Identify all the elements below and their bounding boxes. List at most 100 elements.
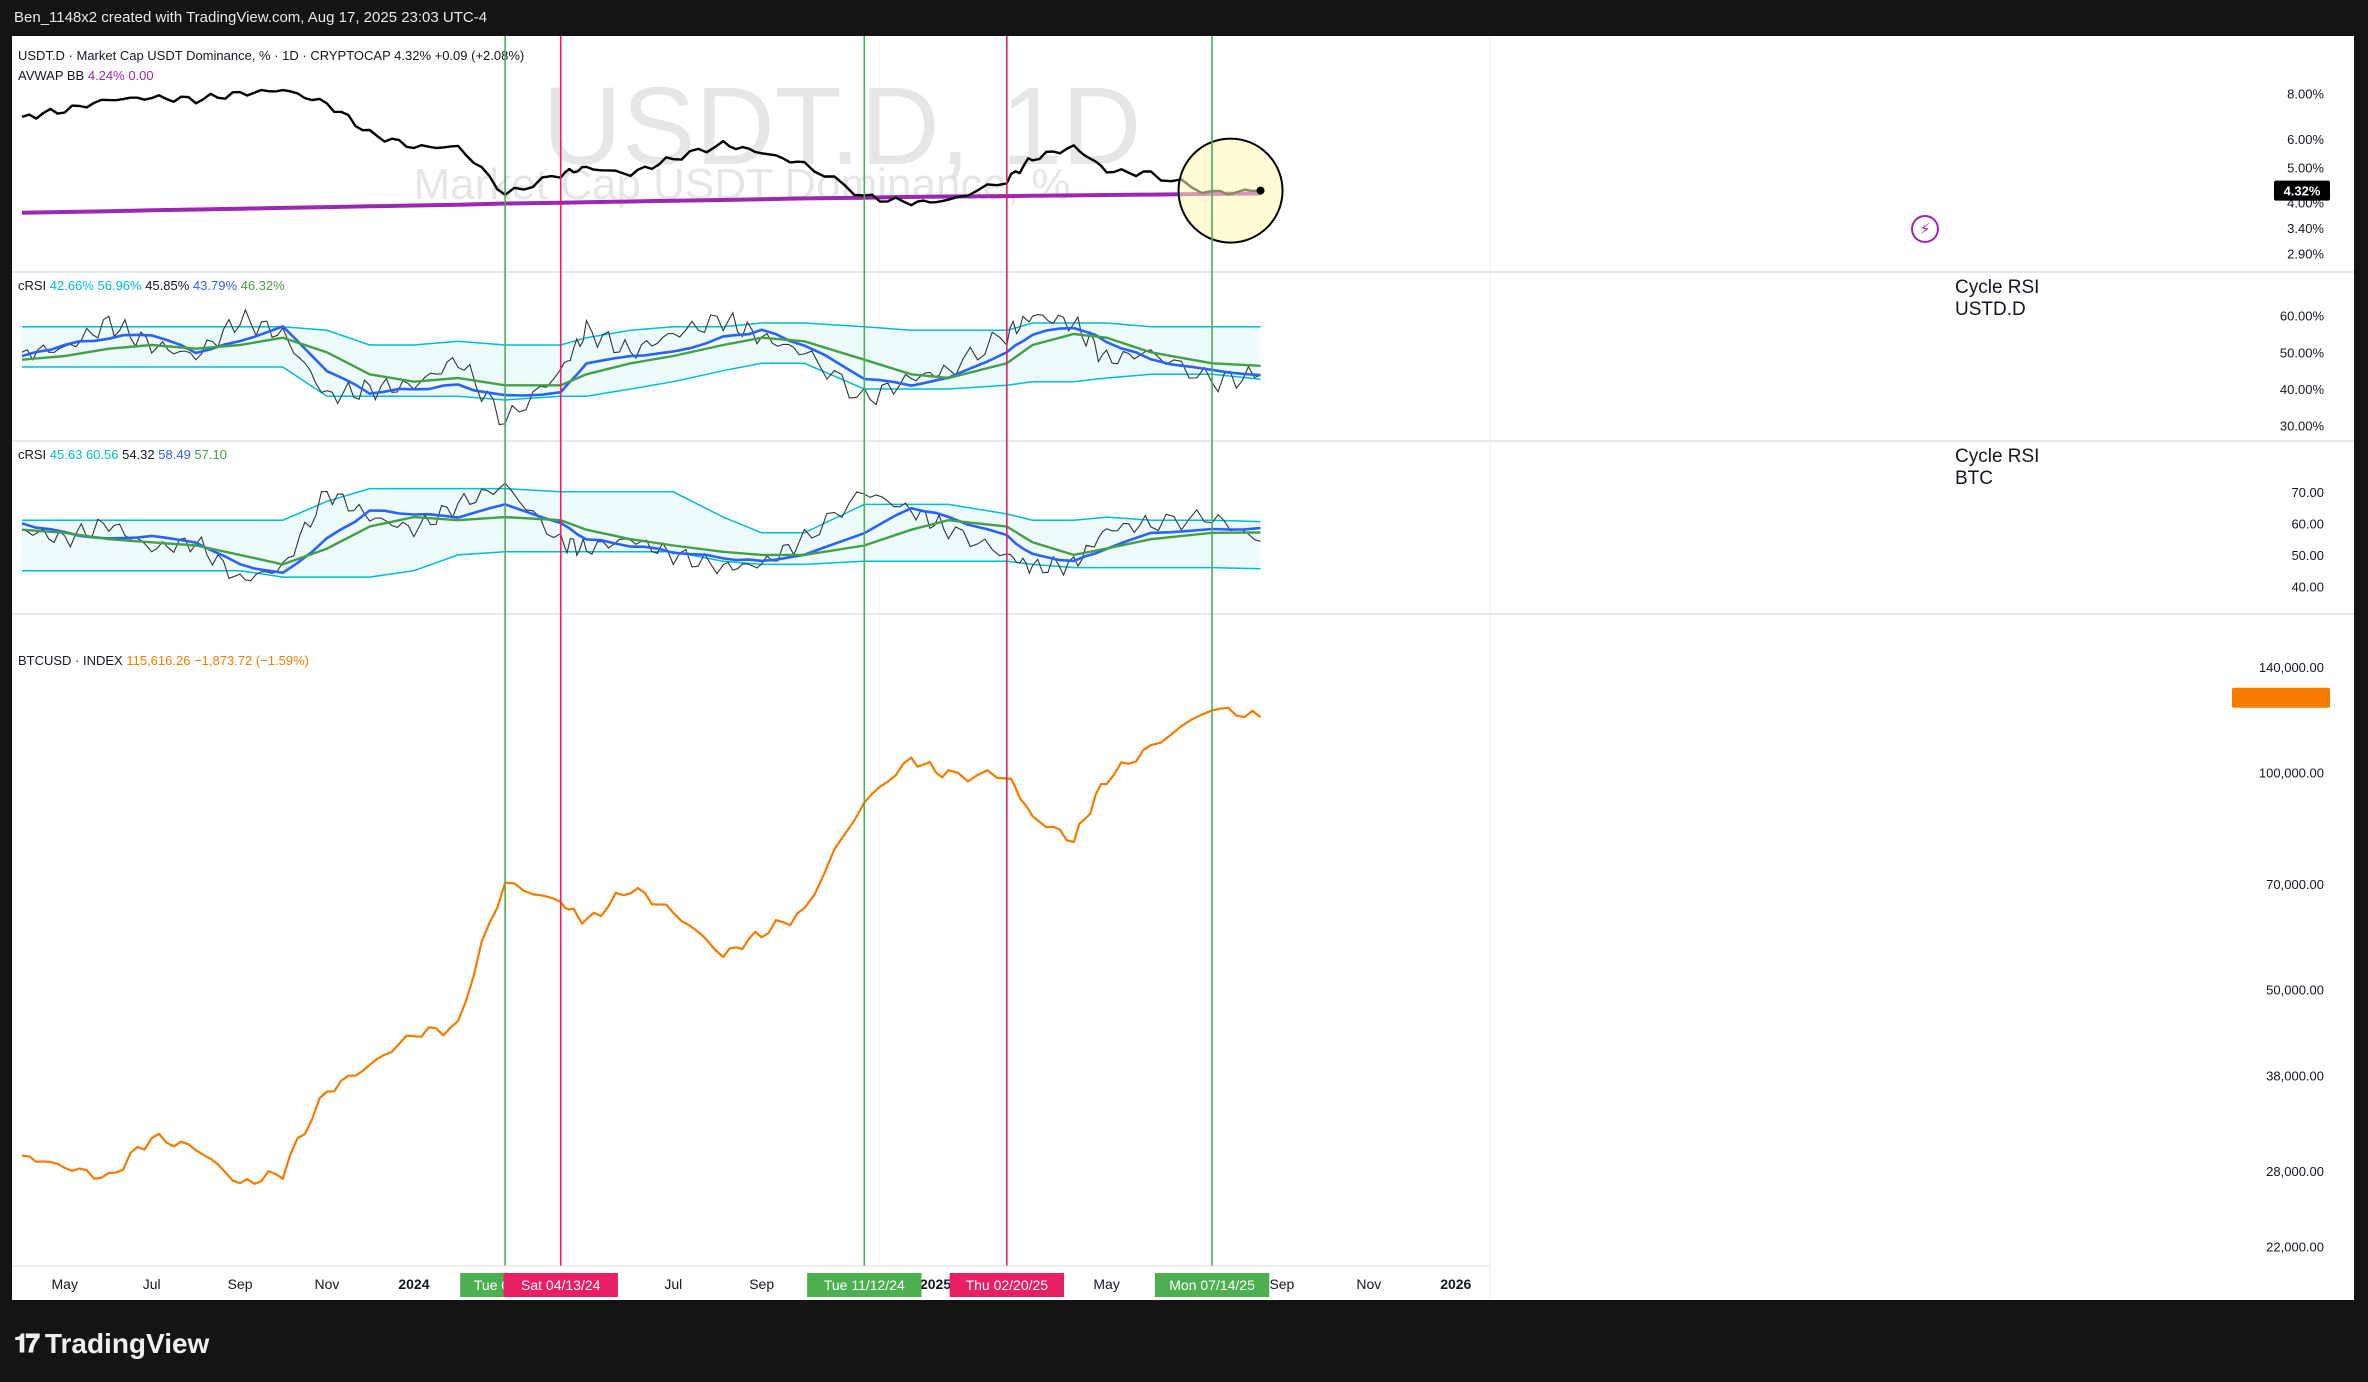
price-tick-2-0: 70.00 [2291, 485, 2324, 500]
logo-text: TradingView [44, 1328, 210, 1359]
btcusd-line [22, 708, 1261, 1184]
price-tick-1-3: 30.00% [2280, 419, 2325, 434]
price-tick-2-2: 50.00 [2291, 548, 2324, 563]
usdt-legend-title: USDT.D · Market Cap USDT Dominance, % · … [18, 48, 524, 63]
price-tick-3-0: 140,000.00 [2259, 660, 2324, 675]
price-tick-0-1: 6.00% [2287, 132, 2324, 147]
event-tag-4: Mon 07/14/25 [1169, 1277, 1255, 1293]
caption-text: Ben_1148x2 created with TradingView.com,… [14, 9, 488, 26]
crsi-lower-band [22, 362, 1261, 401]
price-tick-1-1: 50.00% [2280, 345, 2325, 360]
event-tag-3: Thu 02/20/25 [966, 1277, 1049, 1293]
time-tick-2: Sep [228, 1276, 253, 1292]
time-tick-0: May [52, 1276, 78, 1292]
crsi-slow-ma [21, 332, 1261, 387]
price-tick-3-1: 100,000.00 [2259, 765, 2324, 780]
price-tick-3-2: 70,000.00 [2266, 877, 2324, 892]
tradingview-logo-icon: 𝟏𝟕 [14, 1328, 40, 1358]
event-tag-2: Tue 11/12/24 [824, 1277, 905, 1293]
highlight-circle [1177, 137, 1284, 244]
bottom-bar: 𝟏𝟕 TradingView [0, 1300, 2368, 1382]
crsi-upper-band [22, 487, 1261, 534]
pane-crsi-btc: cRSI 45.63 60.56 54.32 58.49 57.10 Cycle… [18, 446, 2039, 582]
price-scales: 8.00%6.00%5.00%4.00%3.40%2.90%60.00%50.0… [2232, 87, 2330, 1254]
time-tick-5: Jul [664, 1276, 682, 1292]
price-tick-2-3: 40.00 [2291, 580, 2324, 595]
cycle-rsi-label-1: USTD.D [1955, 299, 2026, 320]
tradingview-logo[interactable]: 𝟏𝟕 TradingView [14, 1328, 209, 1360]
pane-btcusd: BTCUSD · INDEX 115,616.26 −1,873.72 (−1.… [18, 653, 1261, 1184]
time-tick-4: 2024 [398, 1276, 429, 1292]
crsi-legend: cRSI 45.63 60.56 54.32 58.49 57.10 [18, 447, 227, 462]
btc-last-price-tag: 115,616.26 [2249, 720, 2313, 735]
price-tick-0-0: 8.00% [2287, 87, 2324, 102]
avwap-legend-value-0: 4.24% [88, 68, 128, 83]
price-tick-3-6: 22,000.00 [2266, 1239, 2324, 1254]
cycle-rsi-label-1: BTC [1955, 468, 1993, 489]
pane-dividers [12, 36, 2354, 1300]
crsi-legend-value-1: 56.96% [98, 278, 146, 293]
price-tick-3-3: 50,000.00 [2266, 982, 2324, 997]
price-tick-2-1: 60.00 [2291, 516, 2324, 531]
time-tick-10: Nov [1356, 1276, 1381, 1292]
event-tag-1: Sat 04/13/24 [521, 1277, 601, 1293]
btc-legend-value: 115,616.26 −1,873.72 (−1.59%) [126, 653, 309, 668]
crsi-legend-value-0: 45.63 [50, 447, 86, 462]
usdt-dominance-line [21, 88, 1261, 207]
top-caption-bar: Ben_1148x2 created with TradingView.com,… [0, 0, 2368, 36]
event-tag-bg-2 [807, 1273, 922, 1297]
usdt-last-price-tag: 4.32% [2284, 184, 2321, 199]
event-lines [504, 36, 1213, 1266]
crsi-legend-value-2: 54.32 [122, 447, 158, 462]
crsi-legend-value-4: 46.32% [241, 278, 286, 293]
chart-area[interactable]: USDT.D, 1D Market Cap USDT Dominance, % US… [12, 36, 2354, 1300]
crsi-legend-value-1: 60.56 [86, 447, 122, 462]
time-tick-1: Jul [143, 1276, 161, 1292]
crsi-band-fill [22, 488, 1261, 578]
price-tick-0-5: 2.90% [2287, 246, 2324, 261]
price-tick-3-4: 38,000.00 [2266, 1068, 2324, 1083]
time-tick-3: Nov [315, 1276, 340, 1292]
price-tick-1-0: 60.00% [2280, 309, 2325, 324]
avwap-legend: AVWAP BB 4.24% 0.00 [18, 68, 154, 83]
crsi-legend-value-3: 43.79% [193, 278, 241, 293]
event-tag-bg-1 [503, 1273, 618, 1297]
last-value-dot [1256, 186, 1265, 195]
cycle-rsi-label-0: Cycle RSI [1955, 277, 2039, 298]
time-axis: May Jul Sep Nov 2024 Jul Sep 2025 May Sep Nov 2026 T… [12, 1265, 1490, 1297]
lightning-icon-glyph: ⚡ [1920, 221, 1931, 238]
cycle-rsi-label-0: Cycle RSI [1955, 446, 2039, 467]
crsi-lower-band [22, 551, 1261, 578]
lightning-icon-ring [1911, 215, 1939, 243]
avwap-line [21, 191, 1261, 215]
crsi-fast-ma [21, 502, 1261, 575]
crsi-fast-ma [21, 324, 1261, 397]
time-tick-8: May [1093, 1276, 1119, 1292]
price-tick-0-2: 5.00% [2287, 161, 2324, 176]
btc-legend: BTCUSD · INDEX 115,616.26 −1,873.72 (−1.… [18, 653, 309, 668]
time-tick-7: 2025 [920, 1276, 951, 1292]
crsi-legend-value-3: 58.49 [158, 447, 194, 462]
avwap-legend-value-1: 0.00 [128, 68, 153, 83]
price-tick-1-2: 40.00% [2280, 382, 2325, 397]
usdt-legend-value: 4.32% +0.09 (+2.08%) [394, 48, 524, 63]
crsi-line [21, 308, 1261, 426]
pane-crsi-usdt: cRSI 42.66% 56.96% 45.85% 43.79% 46.32% … [18, 277, 2039, 426]
crsi-legend-value-0: 42.66% [50, 278, 98, 293]
event-tag-bg-3 [949, 1273, 1065, 1297]
crsi-legend-value-2: 45.85% [145, 278, 193, 293]
time-tick-11: 2026 [1440, 1276, 1471, 1292]
usdt-last-price-tag-bg [2274, 180, 2330, 201]
time-tick-9: Sep [1269, 1276, 1294, 1292]
crsi-legend-value-4: 57.10 [194, 447, 227, 462]
crsi-slow-ma [21, 515, 1261, 566]
price-tick-3-5: 28,000.00 [2266, 1164, 2324, 1179]
event-tag-bg-4 [1154, 1273, 1270, 1297]
lightning-icon: ⚡ [1911, 215, 1939, 243]
time-tick-6: Sep [749, 1276, 774, 1292]
btc-last-price-tag-bg [2232, 687, 2330, 708]
crsi-legend: cRSI 42.66% 56.96% 45.85% 43.79% 46.32% [18, 278, 285, 293]
price-tick-0-4: 3.40% [2287, 221, 2324, 236]
